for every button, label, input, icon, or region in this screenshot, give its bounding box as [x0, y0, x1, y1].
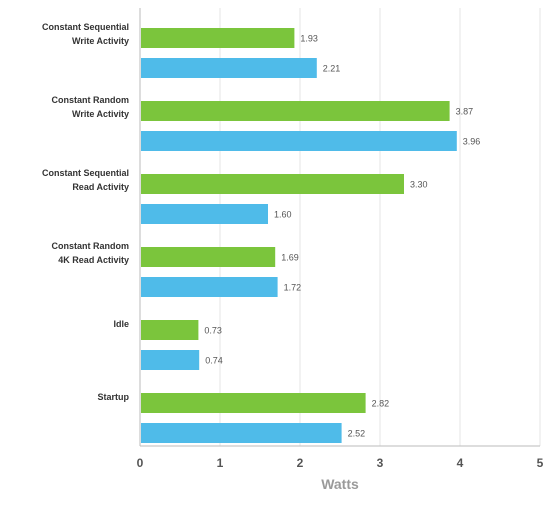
category-label: Constant Sequential — [42, 168, 129, 178]
data-label: 2.82 — [372, 399, 390, 409]
data-label: 1.93 — [300, 34, 318, 44]
x-tick-label: 0 — [137, 456, 144, 470]
bar — [141, 174, 404, 194]
category-label: Write Activity — [72, 36, 129, 46]
x-tick-label: 5 — [537, 456, 544, 470]
category-label: Startup — [98, 392, 130, 402]
bar — [141, 58, 317, 78]
x-tick-label: 3 — [377, 456, 384, 470]
bar — [141, 247, 276, 267]
value-labels: 1.93 2.21 3.87 3.96 3.30 1.60 1.69 1.72 0.73 0.74… — [204, 34, 480, 439]
bar — [141, 277, 278, 297]
x-tick-label: 1 — [217, 456, 224, 470]
category-labels: Constant Sequential Write Activity Constan… — [42, 22, 130, 402]
data-label: 3.87 — [456, 107, 474, 117]
category-label: Constant Sequential — [42, 22, 129, 32]
data-label: 0.74 — [205, 356, 223, 366]
bar — [141, 423, 342, 443]
data-label: 3.30 — [410, 180, 428, 190]
data-label: 2.21 — [323, 64, 341, 74]
bar — [141, 28, 295, 48]
category-label: Constant Random — [52, 95, 130, 105]
x-tick-label: 4 — [457, 456, 464, 470]
gridlines — [139, 8, 541, 447]
bar — [141, 350, 200, 370]
data-label: 3.96 — [463, 137, 481, 147]
category-label: Idle — [113, 319, 129, 329]
data-label: 2.52 — [348, 429, 366, 439]
data-label: 1.72 — [284, 283, 302, 293]
bar — [141, 320, 199, 340]
data-label: 0.73 — [204, 326, 222, 336]
bar — [141, 393, 366, 413]
category-label: Read Activity — [72, 182, 129, 192]
category-label: Constant Random — [52, 241, 130, 251]
bar — [141, 204, 268, 224]
data-label: 1.69 — [281, 253, 299, 263]
x-tick-label: 2 — [297, 456, 304, 470]
data-label: 1.60 — [274, 210, 292, 220]
x-axis-title: Watts — [321, 476, 359, 492]
bar — [141, 131, 457, 151]
bars — [141, 28, 457, 443]
x-axis-ticks: 0 1 2 3 4 5 — [137, 456, 544, 470]
category-label: Write Activity — [72, 109, 129, 119]
bar — [141, 101, 450, 121]
category-label: 4K Read Activity — [58, 255, 129, 265]
